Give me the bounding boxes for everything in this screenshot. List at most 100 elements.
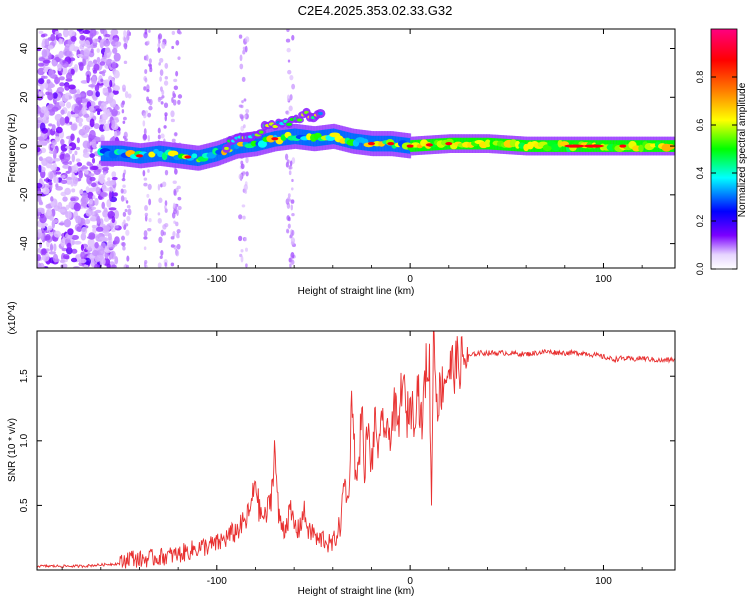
noise-blob (75, 158, 81, 163)
noise-blob (110, 250, 116, 260)
noise-blob (37, 136, 44, 141)
noise-blob (75, 215, 82, 224)
noise-blob (78, 189, 84, 195)
noise-blob (59, 100, 65, 107)
streak-blob (144, 205, 148, 211)
noise-blob (69, 88, 77, 95)
branch-blob (259, 130, 264, 134)
noise-blob (78, 122, 83, 127)
streak-blob (290, 241, 295, 246)
ridge-blob (666, 143, 675, 150)
x-tick-label: -100 (207, 576, 227, 587)
ridge-blob (638, 144, 644, 153)
streak-blob (173, 132, 178, 137)
noise-blob (99, 61, 106, 66)
streak-blob (157, 262, 162, 268)
streak-blob (291, 178, 294, 183)
noise-blob (108, 191, 112, 201)
noise-blob (37, 229, 43, 238)
streak-blob (244, 45, 248, 53)
ridge-blob (191, 153, 198, 159)
noise-blob (64, 187, 72, 196)
streak-blob (126, 255, 130, 262)
streak-blob (244, 189, 248, 194)
streak-blob (170, 118, 175, 123)
noise-blob (113, 70, 120, 79)
streak-blob (245, 108, 250, 114)
noise-blob (111, 215, 116, 224)
branch-blob (286, 122, 293, 126)
streak-blob (170, 262, 175, 267)
streak-blob (287, 59, 291, 63)
streak-blob (125, 200, 129, 204)
streak-blob (290, 251, 295, 259)
branch-blob (296, 118, 303, 122)
streak-blob (124, 208, 128, 213)
noise-blob (41, 75, 46, 80)
noise-blob (104, 47, 111, 54)
streak-blob (121, 84, 126, 91)
streak-blob (147, 183, 152, 191)
streak-blob (143, 262, 147, 268)
noise-blob (69, 121, 73, 125)
noise-blob (54, 30, 60, 35)
noise-blob (41, 141, 48, 146)
streak-blob (241, 204, 246, 208)
streak-blob (172, 90, 175, 97)
streak-blob (175, 221, 179, 227)
noise-blob (70, 114, 79, 118)
noise-blob (70, 68, 75, 75)
noise-blob (96, 82, 104, 86)
noise-blob (83, 49, 90, 57)
noise-blob (75, 146, 81, 151)
streak-blob (177, 99, 181, 105)
noise-blob (39, 122, 46, 132)
noise-blob (49, 215, 54, 221)
ridge-peak (271, 137, 279, 141)
noise-blob (100, 191, 108, 198)
noise-blob (111, 264, 117, 268)
streak-blob (126, 264, 129, 268)
streak-blob (142, 169, 146, 177)
streak-blob (120, 188, 124, 194)
noise-blob (78, 170, 83, 179)
streak-blob (286, 29, 290, 33)
noise-blob (94, 241, 99, 249)
noise-blob (102, 167, 109, 171)
noise-blob (70, 133, 75, 142)
branch-blob (272, 124, 279, 129)
noise-blob (92, 195, 96, 200)
noise-blob (67, 228, 74, 236)
spectrogram-frame (36, 28, 676, 269)
streak-blob (143, 230, 148, 238)
colorbar-tick-label: 0.8 (695, 71, 705, 84)
streak-blob (122, 116, 127, 121)
streak-blob (172, 202, 176, 208)
streak-blob (147, 112, 152, 118)
noise-blob (60, 179, 68, 185)
streak-blob (176, 209, 179, 216)
noise-blob (82, 140, 90, 149)
streak-blob (142, 112, 147, 119)
noise-blob (110, 29, 119, 36)
noise-blob (60, 238, 66, 247)
x-tick-label: 0 (407, 274, 413, 285)
streak-blob (238, 104, 243, 108)
noise-blob (38, 78, 45, 85)
noise-blob (56, 86, 65, 93)
streak-blob (245, 247, 248, 252)
upper-branch (222, 107, 326, 153)
noise-blob (91, 76, 97, 86)
streak-blob (164, 262, 167, 267)
noise-blob (90, 215, 97, 221)
noise-blob (88, 106, 95, 112)
noise-blob (58, 76, 65, 81)
noise-blob (95, 226, 104, 232)
streak-blob (242, 49, 246, 55)
noise-blob (40, 166, 46, 173)
streak-blob (157, 183, 161, 191)
noise-blob (37, 182, 43, 189)
noise-blob (114, 256, 119, 265)
streak-blob (171, 30, 176, 35)
colorbar-label: Normalized spectral amplitude (737, 82, 748, 217)
